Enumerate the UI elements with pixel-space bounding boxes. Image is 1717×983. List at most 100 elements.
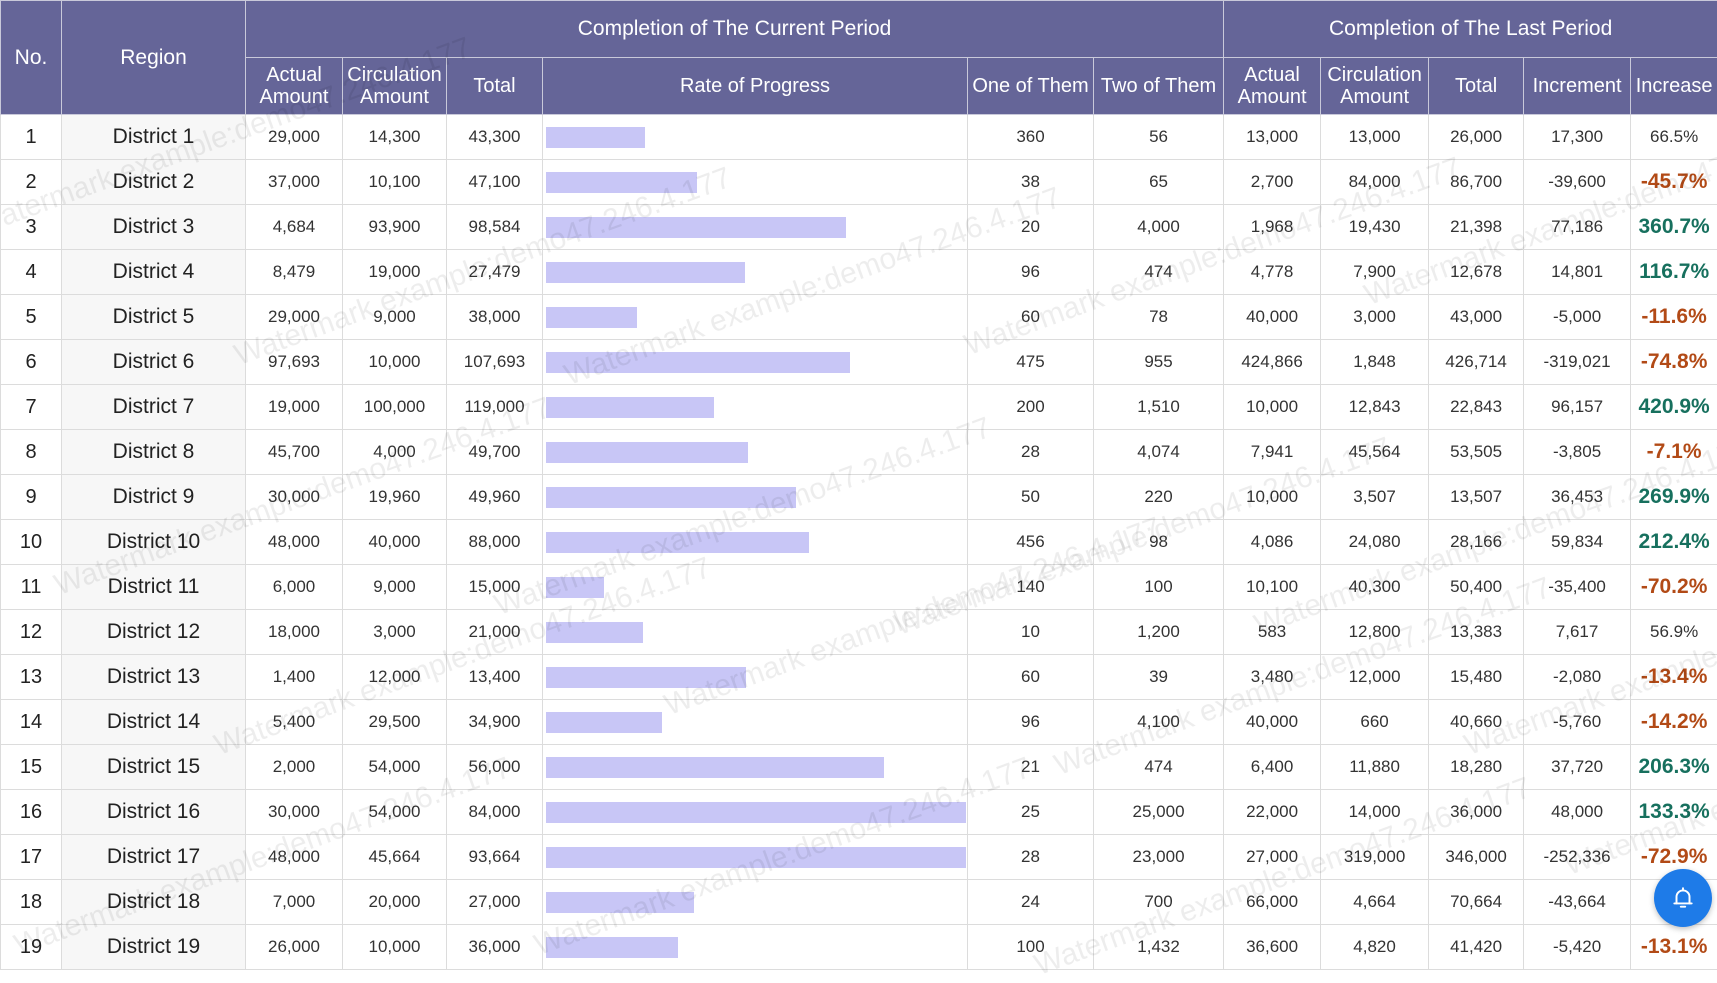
cell-one-of-them: 475 (968, 340, 1094, 385)
cell-last-circulation-amount: 12,843 (1321, 385, 1429, 430)
cell-actual-amount: 37,000 (246, 160, 343, 205)
cell-last-circulation-amount: 319,000 (1321, 835, 1429, 880)
cell-last-actual-amount: 4,086 (1224, 520, 1321, 565)
notification-fab[interactable] (1654, 869, 1712, 927)
row-no: 1 (1, 115, 62, 160)
header-rate-of-progress[interactable]: Rate of Progress (543, 58, 968, 115)
cell-rate-of-progress (543, 295, 968, 340)
progress-bar (546, 847, 966, 868)
header-last-total[interactable]: Total (1429, 58, 1524, 115)
header-total[interactable]: Total (447, 58, 543, 115)
cell-one-of-them: 60 (968, 295, 1094, 340)
row-region: District 17 (62, 835, 246, 880)
cell-two-of-them: 4,000 (1094, 205, 1224, 250)
row-region: District 15 (62, 745, 246, 790)
header-no[interactable]: No. (1, 1, 62, 115)
cell-rate-of-progress (543, 340, 968, 385)
cell-circulation-amount: 29,500 (343, 700, 447, 745)
cell-last-actual-amount: 13,000 (1224, 115, 1321, 160)
cell-increase: 420.9% (1631, 385, 1717, 430)
cell-one-of-them: 28 (968, 430, 1094, 475)
cell-last-actual-amount: 1,968 (1224, 205, 1321, 250)
cell-rate-of-progress (543, 700, 968, 745)
row-region: District 8 (62, 430, 246, 475)
cell-last-total: 40,660 (1429, 700, 1524, 745)
cell-total: 15,000 (447, 565, 543, 610)
cell-actual-amount: 19,000 (246, 385, 343, 430)
row-no: 9 (1, 475, 62, 520)
cell-total: 47,100 (447, 160, 543, 205)
row-region: District 6 (62, 340, 246, 385)
header-current-period: Completion of The Current Period (246, 1, 1224, 58)
cell-total: 34,900 (447, 700, 543, 745)
row-no: 5 (1, 295, 62, 340)
cell-one-of-them: 50 (968, 475, 1094, 520)
progress-bar (546, 262, 745, 283)
cell-total: 49,700 (447, 430, 543, 475)
cell-actual-amount: 45,700 (246, 430, 343, 475)
cell-one-of-them: 60 (968, 655, 1094, 700)
cell-actual-amount: 48,000 (246, 520, 343, 565)
cell-increment: -252,336 (1524, 835, 1631, 880)
cell-last-circulation-amount: 19,430 (1321, 205, 1429, 250)
cell-increment: 48,000 (1524, 790, 1631, 835)
cell-actual-amount: 29,000 (246, 115, 343, 160)
cell-actual-amount: 26,000 (246, 925, 343, 970)
header-increase[interactable]: Increase (1631, 58, 1717, 115)
progress-bar (546, 127, 645, 148)
cell-two-of-them: 23,000 (1094, 835, 1224, 880)
cell-last-total: 21,398 (1429, 205, 1524, 250)
cell-increase: 116.7% (1631, 250, 1717, 295)
cell-last-circulation-amount: 24,080 (1321, 520, 1429, 565)
progress-bar (546, 802, 966, 823)
cell-increment: 17,300 (1524, 115, 1631, 160)
cell-two-of-them: 220 (1094, 475, 1224, 520)
progress-bar (546, 712, 662, 733)
header-region[interactable]: Region (62, 1, 246, 115)
header-two-of-them[interactable]: Two of Them (1094, 58, 1224, 115)
cell-one-of-them: 38 (968, 160, 1094, 205)
cell-two-of-them: 1,200 (1094, 610, 1224, 655)
cell-two-of-them: 56 (1094, 115, 1224, 160)
cell-actual-amount: 2,000 (246, 745, 343, 790)
cell-total: 21,000 (447, 610, 543, 655)
header-increment[interactable]: Increment (1524, 58, 1631, 115)
header-one-of-them[interactable]: One of Them (968, 58, 1094, 115)
cell-last-total: 53,505 (1429, 430, 1524, 475)
row-no: 6 (1, 340, 62, 385)
cell-increase: -13.4% (1631, 655, 1717, 700)
cell-two-of-them: 955 (1094, 340, 1224, 385)
cell-increment: 37,720 (1524, 745, 1631, 790)
cell-last-total: 36,000 (1429, 790, 1524, 835)
row-region: District 3 (62, 205, 246, 250)
cell-one-of-them: 25 (968, 790, 1094, 835)
cell-last-circulation-amount: 84,000 (1321, 160, 1429, 205)
cell-actual-amount: 97,693 (246, 340, 343, 385)
cell-rate-of-progress (543, 385, 968, 430)
cell-total: 49,960 (447, 475, 543, 520)
